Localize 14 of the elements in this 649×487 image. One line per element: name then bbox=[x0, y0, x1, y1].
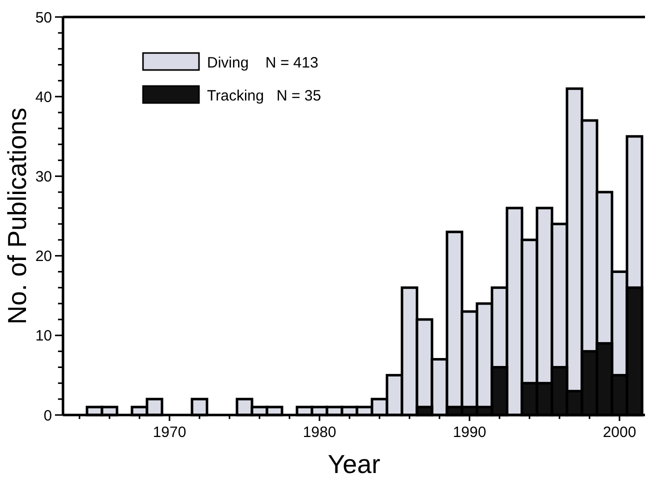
x-tick-label: 1990 bbox=[452, 424, 486, 441]
y-tick-label: 40 bbox=[35, 88, 52, 106]
legend-label: Diving N = 413 bbox=[207, 54, 318, 72]
x-axis-title: Year bbox=[328, 449, 381, 479]
y-tick-label: 10 bbox=[35, 328, 52, 345]
x-tick-label: 1970 bbox=[152, 424, 186, 441]
x-tick-label: 2000 bbox=[602, 424, 636, 441]
y-tick-label: 20 bbox=[35, 248, 52, 266]
y-axis-title: No. of Publications bbox=[2, 108, 32, 324]
y-tick-label: 50 bbox=[35, 9, 52, 26]
y-tick-label: 0 bbox=[44, 407, 52, 424]
x-tick-label: 1980 bbox=[302, 424, 336, 441]
legend-label: Tracking N = 35 bbox=[207, 87, 322, 104]
y-tick-label: 30 bbox=[35, 168, 52, 186]
